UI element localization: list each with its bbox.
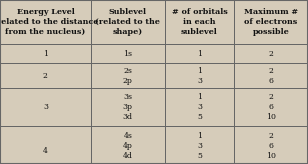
Text: Energy Level
(related to the distance
from the nucleus): Energy Level (related to the distance fr…: [0, 8, 98, 36]
Bar: [234, 126, 308, 164]
Text: 2s
2p: 2s 2p: [123, 67, 133, 85]
Bar: [234, 44, 308, 63]
Bar: [91, 126, 165, 164]
Bar: [91, 0, 165, 44]
Text: 3s
3p
3d: 3s 3p 3d: [123, 93, 133, 121]
Text: Maximum #
of electrons
possible: Maximum # of electrons possible: [244, 8, 298, 36]
Bar: [0, 63, 91, 88]
Bar: [234, 63, 308, 88]
Bar: [165, 0, 234, 44]
Bar: [165, 44, 234, 63]
Text: 4s
4p
4d
4f: 4s 4p 4d 4f: [123, 132, 133, 164]
Text: 1
3: 1 3: [197, 67, 202, 85]
Bar: [234, 0, 308, 44]
Bar: [91, 63, 165, 88]
Text: 2
6
10: 2 6 10: [266, 93, 276, 121]
Text: 1s: 1s: [123, 50, 132, 58]
Text: 4: 4: [43, 147, 48, 155]
Text: 1: 1: [43, 50, 48, 58]
Text: 2: 2: [269, 50, 274, 58]
Bar: [0, 0, 91, 44]
Bar: [0, 44, 91, 63]
Text: Sublevel
(related to the
shape): Sublevel (related to the shape): [95, 8, 160, 36]
Bar: [165, 88, 234, 126]
Bar: [0, 88, 91, 126]
Text: 1
3
5: 1 3 5: [197, 93, 202, 121]
Text: 1: 1: [197, 50, 202, 58]
Bar: [91, 88, 165, 126]
Text: 2
6: 2 6: [269, 67, 274, 85]
Text: 3: 3: [43, 103, 48, 111]
Bar: [234, 88, 308, 126]
Text: 2
6
10
14: 2 6 10 14: [266, 132, 276, 164]
Text: # of orbitals
in each
sublevel: # of orbitals in each sublevel: [172, 8, 227, 36]
Bar: [165, 126, 234, 164]
Bar: [91, 44, 165, 63]
Bar: [0, 126, 91, 164]
Bar: [165, 63, 234, 88]
Text: 1
3
5
7: 1 3 5 7: [197, 132, 202, 164]
Text: 2: 2: [43, 72, 48, 80]
